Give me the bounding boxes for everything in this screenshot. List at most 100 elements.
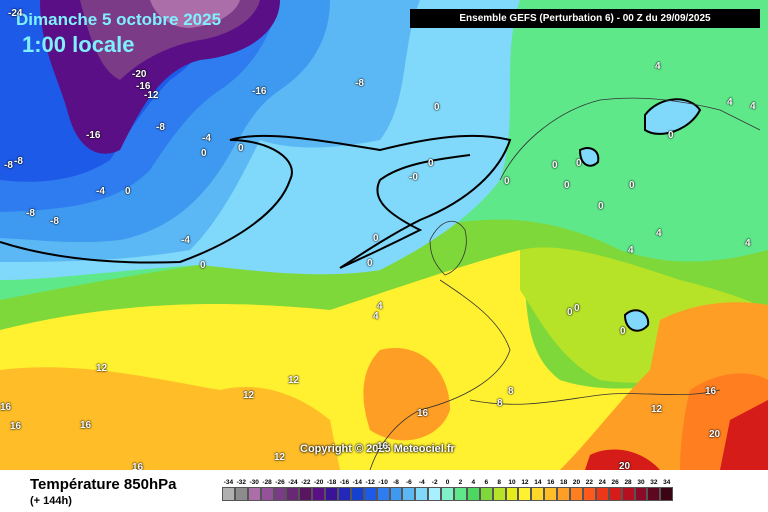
legend-tick-label: 16: [547, 479, 555, 486]
legend-tick-label: -2: [431, 479, 438, 486]
legend-tick-label: -12: [365, 479, 375, 486]
coastline-uk: [429, 220, 467, 276]
isotherm-zero-north: [0, 134, 512, 269]
legend-cell: -24: [286, 478, 300, 501]
isotherm-label: -4: [181, 235, 190, 246]
legend-cell: -26: [273, 478, 287, 501]
isotherm-label: 0: [434, 102, 440, 113]
legend-swatch: [260, 487, 274, 501]
legend-cell: -30: [247, 478, 261, 501]
legend-swatch: [247, 487, 261, 501]
legend-cell: -2: [428, 478, 442, 501]
isotherm-label: 0: [564, 180, 570, 191]
legend-cell: 32: [647, 478, 661, 501]
isotherm-label: 16: [0, 402, 12, 413]
legend-tick-label: 6: [484, 479, 489, 486]
legend-cell: -16: [338, 478, 351, 501]
isotherm-label: 8: [497, 398, 503, 409]
legend-cell: 30: [634, 478, 648, 501]
isotherm-label: 0: [574, 303, 580, 314]
isotherm-label: 16: [80, 420, 92, 431]
coastline-scandinavia: [499, 97, 761, 181]
legend-swatch: [325, 487, 339, 501]
legend-tick-label: -20: [313, 479, 324, 486]
isotherm-label: 0: [620, 326, 626, 337]
legend-swatch: [492, 487, 506, 501]
map-time: 1:00 locale: [22, 32, 135, 57]
legend-tick-label: 20: [572, 479, 581, 486]
temperature-map: Dimanche 5 octobre 2025 1:00 locale Ense…: [0, 0, 768, 470]
legend-swatch: [570, 487, 583, 501]
isotherm-label: -16: [252, 86, 267, 97]
legend-cell: -20: [312, 478, 326, 501]
isotherm-label: 0: [367, 258, 373, 269]
legend-swatch: [454, 487, 467, 501]
legend-cell: 24: [595, 478, 609, 501]
legend-swatch: [660, 487, 674, 501]
legend-swatch: [595, 487, 609, 501]
isotherm-label: -8: [156, 122, 165, 133]
isotherm-label: 4: [628, 245, 634, 256]
cold-pocket-poland: [623, 309, 650, 332]
legend-swatch: [402, 487, 416, 501]
legend-cell: -34: [222, 478, 235, 501]
isotherm-label: 0: [576, 158, 582, 169]
legend-tick-label: -22: [301, 479, 311, 486]
legend-cell: -22: [299, 478, 313, 501]
legend-tick-label: -30: [249, 479, 259, 486]
legend-swatch: [363, 487, 377, 501]
cold-pocket-sweden: [578, 147, 600, 167]
legend-tick-label: -4: [418, 479, 425, 486]
isotherm-label: 12: [274, 452, 286, 463]
legend-cell: -6: [402, 478, 416, 501]
isotherm-label: 0: [552, 160, 558, 171]
footer-title: Température 850hPa: [30, 476, 177, 493]
isotherm-label: 0: [598, 201, 604, 212]
legend-tick-label: -34: [223, 479, 234, 486]
legend-cell: -12: [363, 478, 377, 501]
isotherm-label: -8: [26, 208, 35, 219]
isotherm-label: 12: [243, 390, 255, 401]
legend-cell: 4: [466, 478, 480, 501]
legend-tick-label: -32: [236, 479, 247, 486]
coastline-mediterranean: [469, 389, 721, 405]
legend-swatch: [389, 487, 403, 501]
isotherm-label: 0: [238, 143, 244, 154]
legend-swatch: [466, 487, 480, 501]
isotherm-label: 20: [709, 429, 721, 440]
legend-cell: 26: [608, 478, 622, 501]
legend-tick-label: 4: [471, 479, 476, 486]
isotherm-label: -4: [202, 133, 211, 144]
map-date: Dimanche 5 octobre 2025: [16, 10, 222, 29]
isotherm-label: -8: [4, 160, 13, 171]
isotherm-label: -8: [14, 156, 23, 167]
legend-tick-label: -14: [352, 479, 363, 486]
isotherm-label: 0: [629, 180, 635, 191]
legend-swatch: [634, 487, 648, 501]
legend-swatch: [505, 487, 519, 501]
legend-swatch: [234, 487, 248, 501]
isotherm-label: 4: [373, 311, 379, 322]
copyright-text: Copyright © 2025 Meteociel.fr: [300, 443, 455, 455]
legend-swatch: [647, 487, 661, 501]
legend-tick-label: 28: [624, 479, 632, 486]
isotherm-label: 4: [745, 238, 751, 249]
legend-tick-label: 30: [637, 479, 645, 486]
legend-tick-label: -6: [406, 479, 412, 486]
isotherm-label: 8: [508, 386, 514, 397]
legend-cell: 34: [660, 478, 674, 501]
isotherm-label: 0: [125, 186, 131, 197]
isotherm-label: 4: [377, 301, 383, 312]
legend-tick-label: -10: [378, 479, 388, 486]
legend-tick-label: 12: [521, 479, 529, 486]
legend-tick-label: 34: [663, 479, 671, 486]
legend-tick-label: 14: [534, 479, 542, 486]
band-pink: [150, 0, 240, 28]
legend-swatch: [608, 487, 622, 501]
legend-swatch: [222, 487, 235, 501]
legend-swatch: [376, 487, 390, 501]
legend-tick-label: 0: [445, 479, 450, 486]
isotherm-label: -8: [355, 78, 364, 89]
isotherm-label: 16: [10, 421, 22, 432]
legend-cell: 12: [518, 478, 532, 501]
